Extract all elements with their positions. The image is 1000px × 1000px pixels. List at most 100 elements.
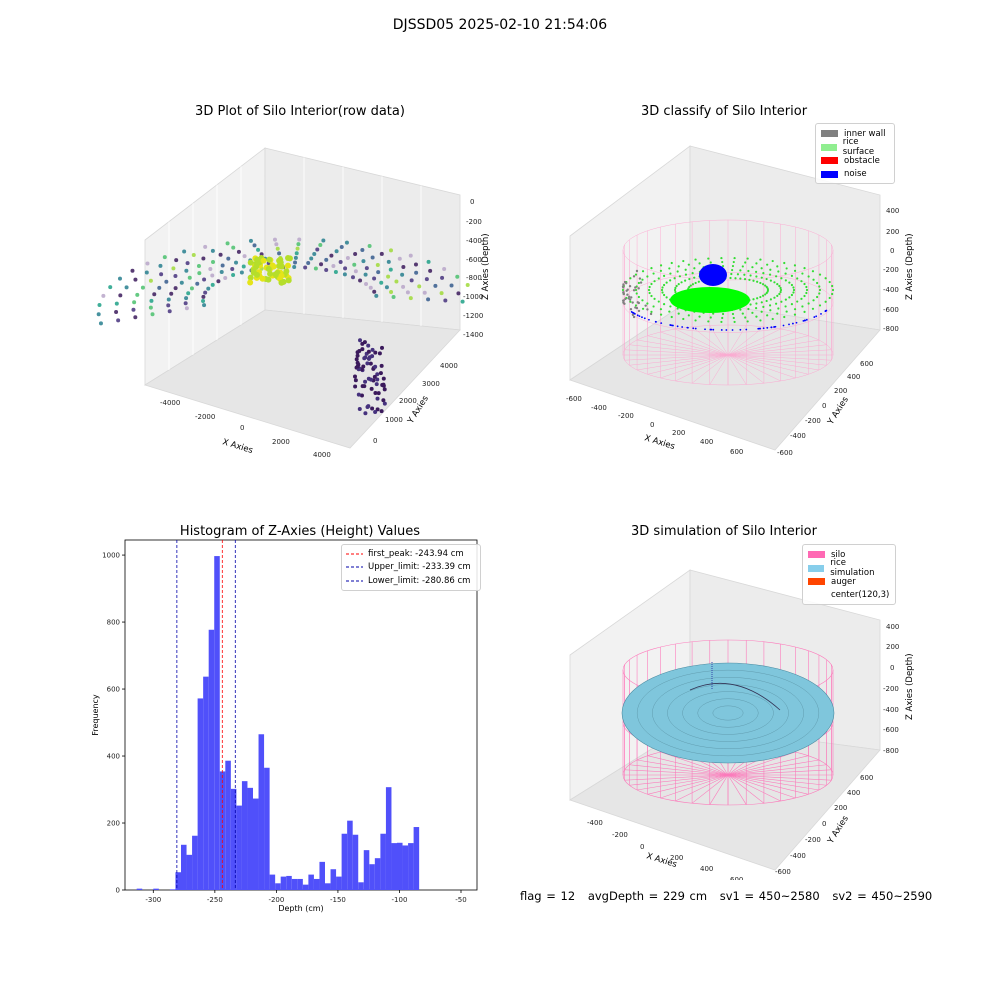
noise-point xyxy=(788,323,790,326)
rice-surface-point xyxy=(773,296,776,299)
surface-contour xyxy=(636,669,820,757)
scatter-point xyxy=(150,312,155,317)
panel1-ztick-2: -400 xyxy=(466,237,482,245)
silo-floor-spoke xyxy=(691,326,729,356)
scatter-point-cluster xyxy=(272,271,279,278)
silo-floor-spoke xyxy=(660,354,729,379)
scatter-point xyxy=(162,255,167,260)
rice-surface-point xyxy=(687,263,690,266)
histogram-bar xyxy=(302,884,309,890)
legend-swatch xyxy=(808,591,825,599)
scatter-point xyxy=(184,306,189,311)
scatter-point xyxy=(372,374,377,379)
rice-surface-point xyxy=(800,280,803,283)
silo-floor-spoke xyxy=(637,354,729,371)
rice-surface-point xyxy=(730,272,733,276)
silo-floor-spoke xyxy=(675,328,729,356)
rice-surface-point xyxy=(659,313,663,316)
rice-surface-point xyxy=(816,281,819,285)
rice-surface-point xyxy=(673,277,676,280)
scatter-point xyxy=(379,409,384,414)
rice-surface-point xyxy=(693,267,696,270)
scatter-point xyxy=(365,405,370,410)
scatter-point xyxy=(225,241,230,246)
silo-floor-spoke xyxy=(727,774,832,781)
surface-contour xyxy=(682,691,774,735)
rice-surface-point xyxy=(648,291,651,295)
rice-surface-point xyxy=(694,258,697,261)
rice-surface-point xyxy=(796,300,799,303)
inner-wall-point xyxy=(621,299,625,302)
scatter-point xyxy=(381,382,386,387)
rice-surface-point xyxy=(801,305,804,308)
rice-surface-point xyxy=(784,305,787,308)
silo-floor-spoke xyxy=(727,328,781,356)
rice-surface-point xyxy=(650,282,653,286)
legend-item-auger: auger xyxy=(808,575,890,589)
rice-surface-point xyxy=(682,259,685,263)
scatter-point xyxy=(148,278,153,283)
noise-point xyxy=(805,318,808,321)
panel2-xtick-3: 0 xyxy=(650,421,654,429)
scatter-point xyxy=(133,315,138,320)
scatter-point xyxy=(144,270,149,275)
inner-wall-point xyxy=(631,313,635,317)
scatter-point-cluster xyxy=(284,262,291,269)
scatter-point xyxy=(108,285,113,290)
panel1-ytick-0: 0 xyxy=(373,437,377,445)
rice-surface-point xyxy=(783,315,786,319)
rice-surface-point xyxy=(733,320,736,324)
scatter-point xyxy=(370,406,375,411)
rice-surface-point xyxy=(659,308,663,311)
panel4-ytick-1: -400 xyxy=(790,852,806,860)
rice-surface-point xyxy=(641,299,644,302)
silo-floor-spoke xyxy=(727,354,819,371)
rice-surface-point xyxy=(743,278,747,281)
panel1-floor xyxy=(144,309,461,449)
histogram-bar xyxy=(225,760,231,890)
scatter-point xyxy=(376,391,381,396)
panel4-zlabel: Z Axies (Depth) xyxy=(905,653,915,720)
scatter-point xyxy=(361,364,366,369)
rice-surface-point xyxy=(720,320,723,324)
panel1-ztick-1: -200 xyxy=(466,218,482,226)
scatter-point xyxy=(315,247,320,252)
silo-floor-spoke xyxy=(637,339,729,356)
rice-surface-point xyxy=(634,304,638,307)
rice-surface-point xyxy=(771,259,774,263)
inner-wall-point xyxy=(634,286,637,289)
scatter-point xyxy=(358,278,363,283)
scatter-point xyxy=(231,273,236,278)
panel4-ytick-2: -200 xyxy=(805,836,821,844)
panel4-title: 3D simulation of Silo Interior xyxy=(631,524,817,539)
scatter-point xyxy=(370,354,375,359)
rice-surface-point xyxy=(734,277,737,280)
histogram-bar xyxy=(275,883,281,890)
rice-surface-point xyxy=(792,288,796,292)
panel1-xtick-1: -2000 xyxy=(195,413,215,421)
scatter-point-cluster xyxy=(267,270,274,277)
scatter-point xyxy=(361,259,366,264)
histogram-bar xyxy=(380,833,386,890)
silo-floor-spoke xyxy=(647,755,729,776)
inner-wall-point xyxy=(624,297,627,301)
rice-surface-point xyxy=(788,281,791,284)
scatter-point xyxy=(360,347,365,352)
rice-surface-point xyxy=(731,312,735,316)
histogram-bar xyxy=(313,878,320,890)
scatter-point xyxy=(384,285,389,290)
scatter-point xyxy=(167,309,172,314)
scatter-point xyxy=(309,256,314,261)
rice-surface-point xyxy=(697,280,700,283)
y-tick-label: 400 xyxy=(107,753,120,761)
panel3-bars xyxy=(136,556,420,890)
panel1-ztick-7: -1400 xyxy=(463,331,483,339)
rice-surface-point xyxy=(641,307,645,310)
scatter-point xyxy=(350,275,355,280)
noise-point xyxy=(669,324,672,327)
panel2-ytick-3: 0 xyxy=(822,402,826,410)
scatter-point xyxy=(360,384,365,389)
scatter-point xyxy=(367,243,372,248)
silo-floor-spoke xyxy=(660,751,729,776)
rice-surface-point xyxy=(648,285,651,289)
